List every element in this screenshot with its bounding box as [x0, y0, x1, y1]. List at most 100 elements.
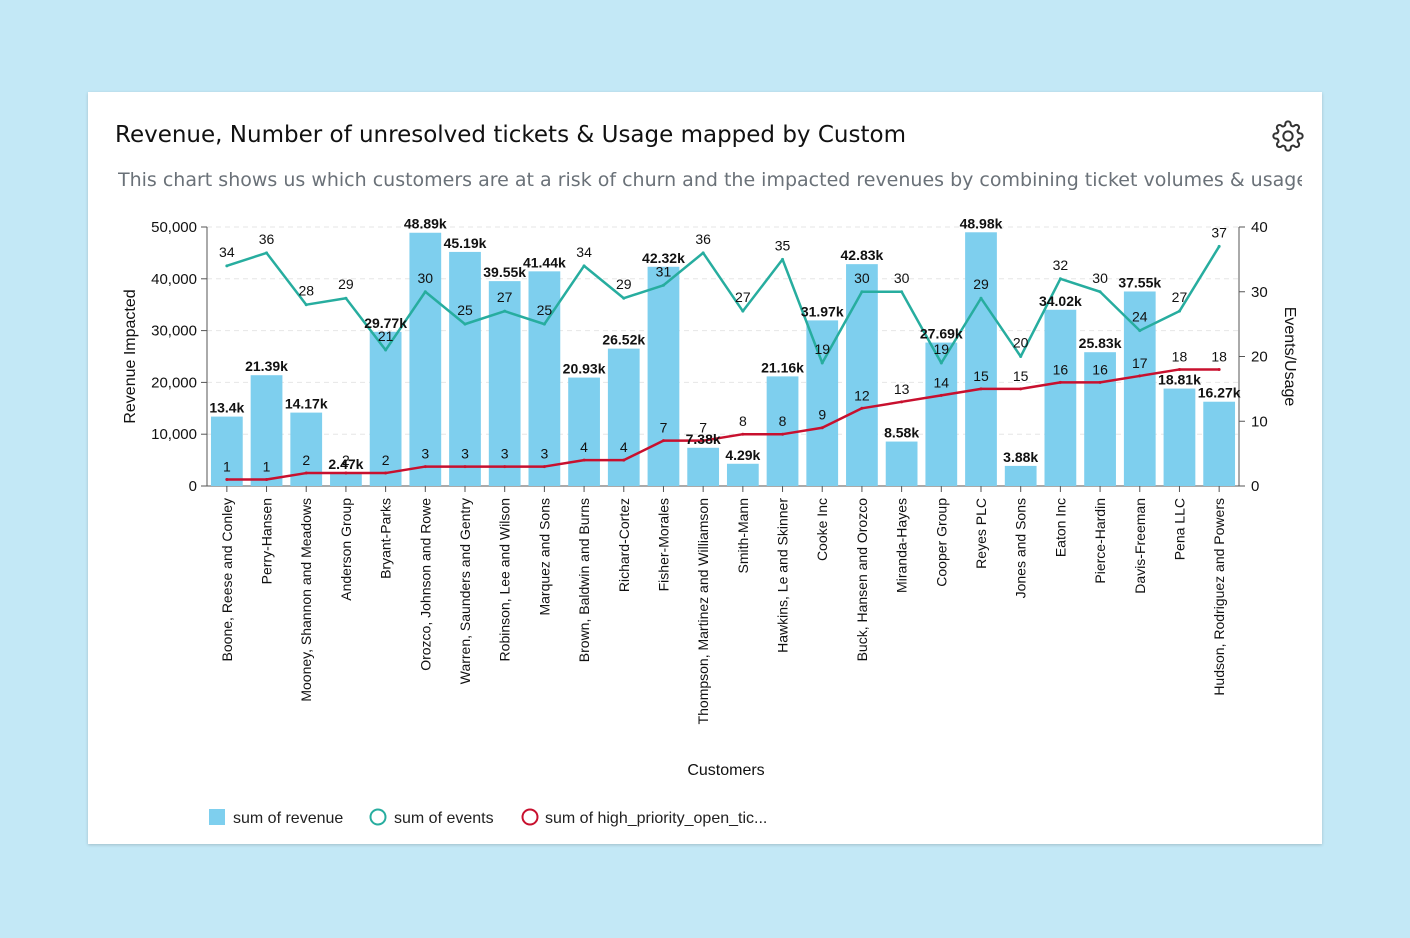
point-tickets: [1019, 387, 1023, 391]
bar-revenue: [330, 473, 362, 486]
bar-revenue: [1044, 309, 1077, 486]
bar-revenue: [885, 441, 918, 486]
data-label-tickets: 12: [854, 387, 870, 403]
data-label-tickets: 15: [1013, 368, 1029, 384]
data-label-revenue: 42.32k: [642, 250, 685, 266]
point-events: [661, 283, 665, 287]
data-label-tickets: 3: [501, 446, 509, 462]
point-events: [701, 251, 705, 255]
legend-label-events: sum of events: [394, 810, 494, 827]
point-events: [503, 309, 507, 313]
x-tick-label: Jones and Sons: [1013, 498, 1029, 598]
point-events: [1138, 329, 1142, 333]
x-tick-label: Reyes PLC: [973, 498, 989, 569]
legend-item-revenue[interactable]: sum of revenue: [209, 809, 343, 827]
point-tickets: [423, 465, 427, 469]
data-label-events: 36: [259, 231, 275, 247]
data-label-events: 30: [418, 270, 434, 286]
data-label-revenue: 27.69k: [920, 326, 963, 342]
data-label-tickets: 16: [1092, 361, 1108, 377]
point-events: [344, 296, 348, 300]
bar-revenue: [846, 264, 878, 486]
x-tick-label: Orozco, Johnson and Rowe: [417, 498, 433, 671]
x-tick-label: Warren, Saunders and Gentry: [457, 498, 473, 684]
point-events: [1098, 290, 1102, 294]
x-tick-label: Perry-Hansen: [259, 498, 275, 584]
point-tickets: [860, 406, 864, 410]
data-label-events: 28: [298, 283, 314, 299]
x-tick-label: Marquez and Sons: [536, 498, 552, 616]
data-label-events: 29: [616, 276, 632, 292]
point-tickets: [781, 432, 785, 436]
y2-tick-label: 10: [1251, 413, 1268, 430]
x-tick-label: Hawkins, Le and Skinner: [775, 498, 791, 653]
point-tickets: [820, 426, 824, 430]
combo-chart: 0 10,000 20,000 30,000 40,000 50,000 0 10 20 30 40…: [122, 215, 1298, 828]
data-label-revenue: 3.88k: [1003, 449, 1038, 465]
data-label-tickets: 3: [421, 446, 429, 462]
bar-revenue: [607, 348, 640, 486]
x-tick-label: Thompson, Martinez and Williamson: [695, 498, 711, 724]
point-tickets: [1177, 367, 1181, 371]
data-label-tickets: 16: [1053, 361, 1069, 377]
point-events: [781, 257, 785, 261]
x-tick-label: Cooper Group: [933, 498, 949, 587]
x-tick-label: Mooney, Shannon and Meadows: [298, 498, 314, 702]
data-label-tickets: 2: [302, 452, 310, 468]
data-label-revenue: 29.77k: [364, 315, 407, 331]
point-tickets: [701, 439, 705, 443]
bar-revenue: [1123, 291, 1156, 486]
chart-card: Revenue, Number of unresolved tickets & …: [88, 92, 1322, 844]
x-tick-label: Robinson, Lee and Wilson: [497, 498, 513, 661]
bar-revenue: [1163, 388, 1196, 486]
legend-item-tickets[interactable]: sum of high_priority_open_tic...: [521, 808, 768, 828]
data-label-tickets: 3: [461, 446, 469, 462]
data-label-tickets: 7: [699, 420, 707, 436]
data-label-events: 31: [656, 263, 672, 279]
bar-revenue: [687, 447, 720, 486]
data-label-revenue: 18.81k: [1158, 372, 1201, 388]
data-label-events: 24: [1132, 309, 1148, 325]
data-label-events: 30: [894, 270, 910, 286]
legend-item-events[interactable]: sum of events: [369, 808, 494, 828]
point-events: [582, 264, 586, 268]
data-label-tickets: 15: [973, 368, 989, 384]
x-tick-label: Hudson, Rodriguez and Powers: [1211, 498, 1227, 696]
data-label-events: 30: [854, 270, 870, 286]
x-tick-label: Brown, Baldwin and Burns: [576, 498, 592, 662]
bar-revenue: [925, 342, 958, 486]
bar-revenue: [965, 232, 997, 486]
data-label-tickets: 1: [263, 459, 271, 475]
x-tick-label: Fisher-Morales: [655, 498, 671, 591]
data-label-events: 30: [1092, 270, 1108, 286]
data-label-tickets: 18: [1172, 348, 1188, 364]
y-tick-label: 30,000: [151, 323, 197, 340]
bar-revenue: [806, 320, 839, 486]
data-label-events: 27: [735, 289, 751, 305]
point-tickets: [344, 471, 348, 475]
data-label-tickets: 2: [382, 452, 390, 468]
data-label-revenue: 48.89k: [404, 216, 447, 232]
point-tickets: [1217, 367, 1221, 371]
point-events: [741, 309, 745, 313]
data-label-events: 32: [1053, 257, 1069, 273]
point-tickets: [979, 387, 983, 391]
data-label-revenue: 14.17k: [285, 396, 328, 412]
bar-revenue: [409, 232, 442, 486]
y-tick-label: 20,000: [151, 374, 197, 391]
point-events: [820, 361, 824, 365]
data-label-revenue: 21.16k: [761, 359, 804, 375]
data-label-events: 27: [1172, 289, 1188, 305]
y2-tick-label: 40: [1251, 219, 1268, 236]
line-high-priority-tickets: [226, 368, 1220, 481]
data-label-events: 20: [1013, 335, 1029, 351]
point-tickets: [622, 458, 626, 462]
data-label-revenue: 31.97k: [801, 303, 844, 319]
data-label-revenue: 42.83k: [841, 247, 884, 263]
data-label-revenue: 39.55k: [483, 264, 526, 280]
gear-icon[interactable]: [1272, 120, 1304, 152]
data-label-revenue: 16.27k: [1198, 385, 1241, 401]
line-events: [226, 245, 1221, 365]
point-tickets: [463, 465, 467, 469]
data-label-tickets: 8: [739, 413, 747, 429]
